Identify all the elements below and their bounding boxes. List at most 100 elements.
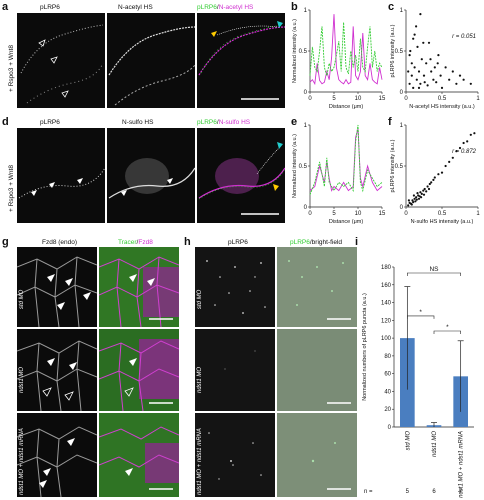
panel-g-title-2: Tracer/Fzd8 <box>118 239 153 246</box>
arrowhead-open-icon <box>42 387 52 397</box>
x-tick-label: 0 <box>404 211 408 217</box>
arrowhead-end-icon <box>273 184 279 191</box>
data-point <box>436 62 439 65</box>
line-profile-path <box>216 25 278 36</box>
data-point <box>409 49 412 53</box>
panel-a-side-label: + Rspo3 + Wnt8 <box>8 45 15 92</box>
x-tick-label: 15 <box>379 211 386 217</box>
micrograph-d-nsulfo <box>107 128 195 223</box>
y-axis-label: Normalized numbers of pLRP6 puncta (a.u.… <box>362 293 368 401</box>
arrowhead-open-icon <box>61 90 69 98</box>
arrowhead-icon <box>167 178 173 184</box>
panel-d-title-3: pLRP6/N-sulfo HS <box>197 119 251 126</box>
panel-d-title-1: pLRP6 <box>40 119 60 126</box>
x-tick-label: 5 <box>332 211 336 217</box>
data-point <box>422 193 426 196</box>
x-tick-label: 0 <box>404 96 408 102</box>
x-axis-label: Distance (μm) <box>329 219 364 225</box>
panel-label-h: h <box>184 236 191 248</box>
panel-d-title-2: N-sulfo HS <box>122 119 154 126</box>
n-value: 5 <box>406 489 410 495</box>
panel-label-d: d <box>2 116 9 128</box>
x-tick-label: 15 <box>379 96 386 102</box>
series-line-1 <box>309 22 383 76</box>
y-tick-label: 0 <box>304 205 308 211</box>
row-label-std-mo: std MO <box>197 289 203 309</box>
y-tick-label: 0 <box>388 425 392 431</box>
data-point <box>458 146 462 150</box>
data-point <box>415 25 418 28</box>
n-value: 6 <box>432 489 436 495</box>
significance-bracket <box>433 330 461 334</box>
arrowhead-icon <box>47 274 55 282</box>
y-axis-label: pLRP6 intensity (a.u.) <box>390 24 396 77</box>
data-point <box>422 74 426 77</box>
panel-h-title-1: pLRP6 <box>228 239 248 246</box>
arrowhead-end-icon <box>277 21 283 28</box>
series-line-1 <box>309 124 383 195</box>
data-point <box>440 86 444 89</box>
micrograph-g-ndst1-fzd8: ndst1 MO <box>17 329 97 411</box>
micrograph-g-std-merge <box>99 247 179 327</box>
arrowhead-start-icon <box>211 31 217 37</box>
arrowhead-icon <box>125 468 133 476</box>
data-point <box>407 199 410 202</box>
micrograph-h-rescue-bright <box>277 413 357 497</box>
data-point <box>458 74 462 77</box>
x-tick-label: 0 <box>308 211 312 217</box>
data-point <box>473 132 476 135</box>
arrowhead-icon <box>129 358 137 366</box>
micrograph-g-rescue-merge <box>99 413 179 497</box>
x-tick-label: 10 <box>355 211 362 217</box>
data-point <box>417 197 421 200</box>
chart-f-scatter: 0 0.5 100.51N-sulfo HS intensity (a.u.)pLR… <box>390 123 480 225</box>
panel-label-a: a <box>2 1 9 13</box>
data-point <box>423 81 426 84</box>
data-point <box>422 189 425 192</box>
panel-label-b: b <box>291 1 298 13</box>
n-label: n = <box>364 489 373 495</box>
y-tick-label: 100 <box>381 336 392 342</box>
y-tick-label: 120 <box>381 318 392 324</box>
data-point <box>416 192 419 195</box>
y-tick-label: 1 <box>304 8 308 14</box>
data-point <box>425 190 428 193</box>
data-point <box>410 203 413 206</box>
y-tick-label: 1 <box>400 123 404 129</box>
data-point <box>423 187 426 191</box>
data-point <box>414 200 417 203</box>
y-axis-label: Normalized intensity (a.u.) <box>292 19 298 83</box>
data-point <box>419 13 422 16</box>
data-point <box>444 66 447 69</box>
correlation-annotation: r = 0.051 <box>452 34 476 40</box>
y-tick-label: 0.5 <box>299 164 308 170</box>
x-axis-label: Distance (μm) <box>329 104 364 110</box>
x-tick-label: 0.5 <box>438 96 447 102</box>
data-point <box>408 54 411 57</box>
arrowhead-icon <box>43 468 51 476</box>
data-point <box>411 199 414 202</box>
data-point <box>469 133 472 136</box>
chart-b-line-profile: 0 5 10 15 0 0.5 1 Distance (μm) Normalized inten… <box>292 8 386 110</box>
data-point <box>437 54 440 57</box>
y-tick-label: 140 <box>381 301 392 307</box>
arrowhead-open-icon <box>64 391 74 401</box>
arrowhead-icon <box>147 278 155 286</box>
panel-label-g: g <box>2 236 9 248</box>
row-label-rescue: ndst1 MO + ndst1 mRNA <box>19 428 25 495</box>
data-point <box>437 173 440 176</box>
x-tick-label: 0 <box>308 96 312 102</box>
significance-bracket <box>407 315 435 319</box>
row-label-rescue: ndst1 MO + ndst1 mRNA <box>197 428 203 495</box>
micrograph-a-nacetyl <box>107 13 195 108</box>
significance-label: NS <box>429 266 439 273</box>
x-tick-label: 1 <box>476 96 480 102</box>
data-point <box>415 196 418 199</box>
panel-h-title-2: pLRP6/bright-field <box>290 239 343 246</box>
micrograph-h-std-bright <box>277 247 357 327</box>
row-label-std-mo: std MO <box>19 289 25 309</box>
arrowhead-icon <box>77 178 83 184</box>
arrowhead-icon <box>65 278 73 286</box>
panel-label-f: f <box>388 116 392 128</box>
arrowhead-icon <box>129 274 137 282</box>
